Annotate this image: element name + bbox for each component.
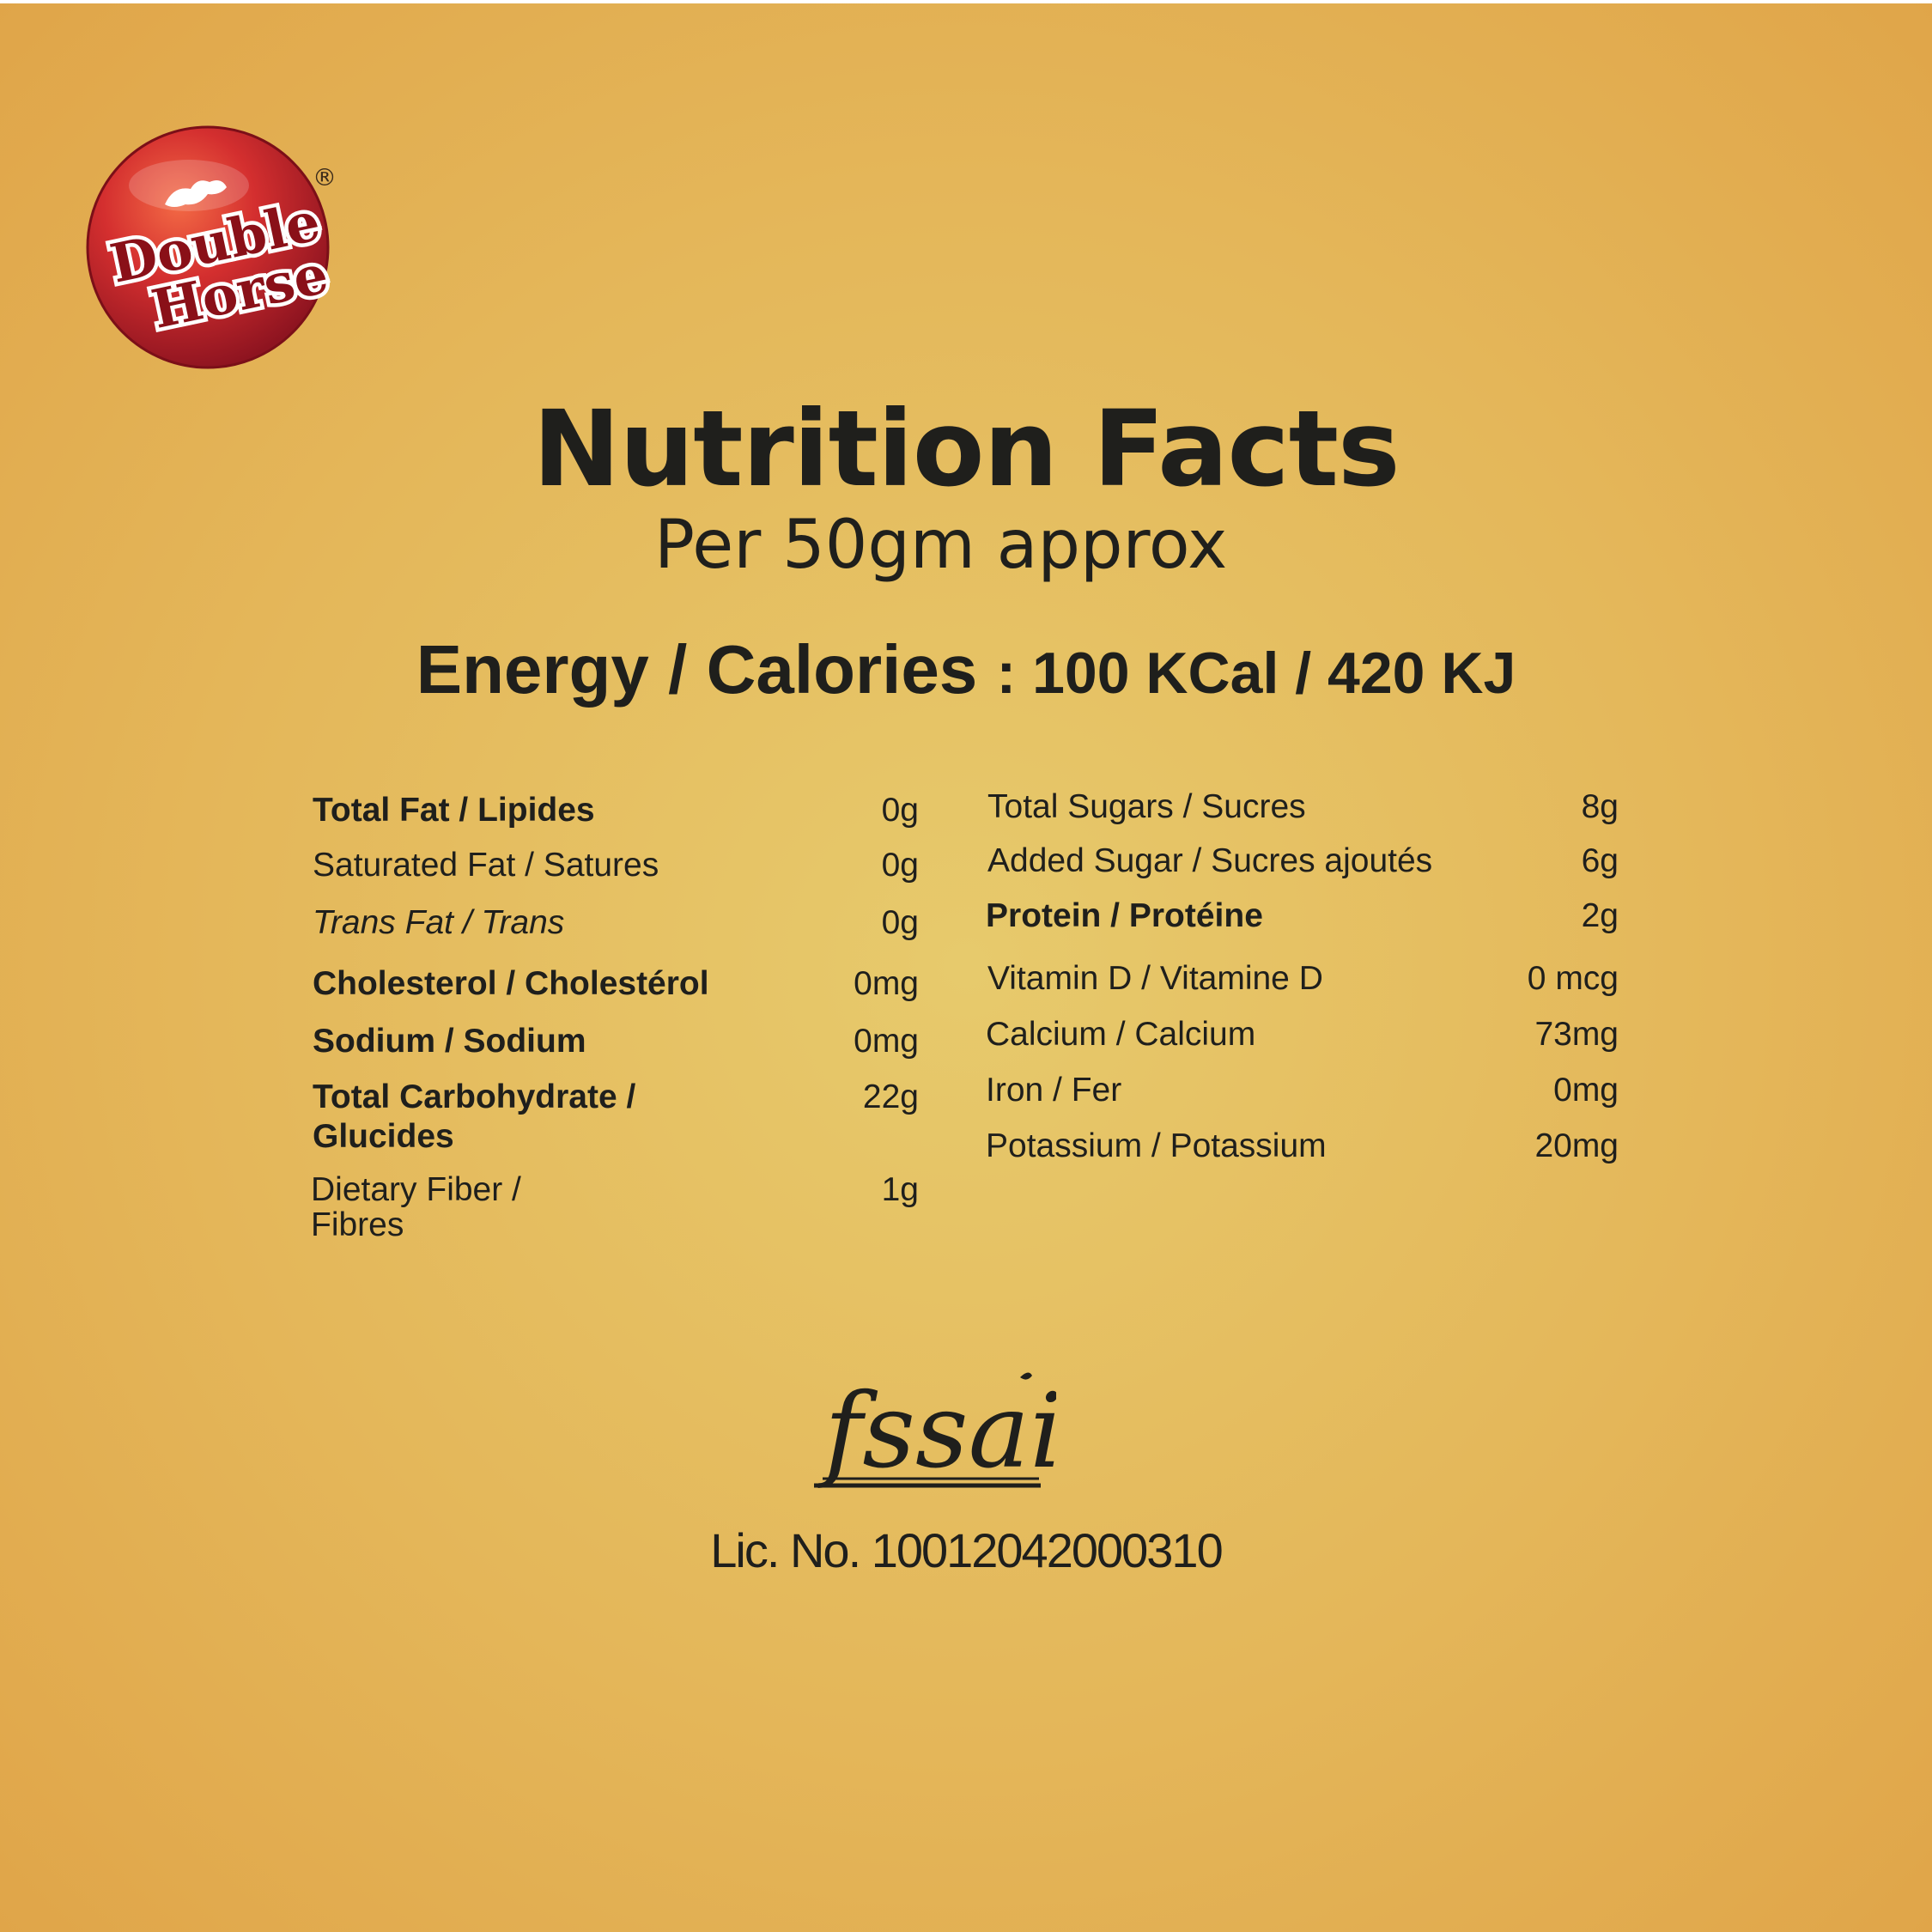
nutrient-label: Trans Fat / Trans	[313, 904, 565, 941]
nutrient-label: Total Carbohydrate /	[313, 1078, 636, 1115]
nutrient-amount: 20mg	[1534, 1127, 1619, 1164]
nutrient-amount: 6g	[1581, 842, 1619, 879]
nutrient-amount: 2g	[1581, 897, 1619, 934]
fssai-logo-text: fssai	[817, 1372, 1056, 1492]
nutrient-label: Saturated Fat / Satures	[313, 847, 659, 884]
nutrient-label: Total Sugars / Sucres	[987, 788, 1306, 825]
nutrient-label: Cholesterol / Cholestérol	[313, 965, 709, 1002]
nutrient-amount: 0mg	[1553, 1072, 1619, 1109]
nutrient-amount: 0 mcg	[1527, 960, 1619, 997]
serving-size: Per 50gm approx	[654, 507, 1228, 584]
nutrient-amount: 0mg	[854, 965, 919, 1002]
nutrient-label: Dietary Fiber /	[311, 1171, 521, 1208]
fssai-logo: fssai	[814, 1372, 1056, 1492]
nutrient-label-line2: Fibres	[311, 1206, 404, 1243]
nutrient-label: Sodium / Sodium	[313, 1023, 586, 1060]
nutrient-label: Calcium / Calcium	[986, 1016, 1256, 1053]
nutrient-label: Protein / Protéine	[986, 897, 1263, 934]
nutrient-amount: 0g	[881, 904, 919, 941]
nutrient-amount: 22g	[862, 1078, 919, 1115]
double-horse-logo: Double Horse	[86, 125, 331, 369]
top-border	[0, 0, 1932, 3]
nutrient-amount: 1g	[881, 1171, 919, 1208]
nutrient-label: Iron / Fer	[986, 1072, 1122, 1109]
energy-line: Energy / Calories : 100 KCal / 420 KJ	[0, 635, 1932, 704]
energy-label: Energy / Calories	[416, 631, 978, 708]
energy-value: : 100 KCal / 420 KJ	[996, 641, 1516, 706]
nutrient-amount: 0g	[881, 792, 919, 829]
nutrient-amount: 0g	[881, 847, 919, 884]
nutrient-amount: 73mg	[1534, 1016, 1619, 1053]
nutrient-label: Added Sugar / Sucres ajoutés	[987, 842, 1433, 879]
nutrient-amount: 0mg	[854, 1023, 919, 1060]
nutrient-amount: 8g	[1581, 788, 1619, 825]
page-title: Nutrition Facts	[532, 388, 1400, 510]
registered-mark: ®	[313, 163, 337, 191]
nutrient-label-line2: Glucides	[313, 1118, 454, 1155]
nutrient-label: Vitamin D / Vitamine D	[987, 960, 1323, 997]
nutrient-label: Potassium / Potassium	[986, 1127, 1327, 1164]
license-number: Lic. No. 10012042000310	[710, 1523, 1223, 1577]
nutrient-label: Total Fat / Lipides	[313, 792, 595, 829]
